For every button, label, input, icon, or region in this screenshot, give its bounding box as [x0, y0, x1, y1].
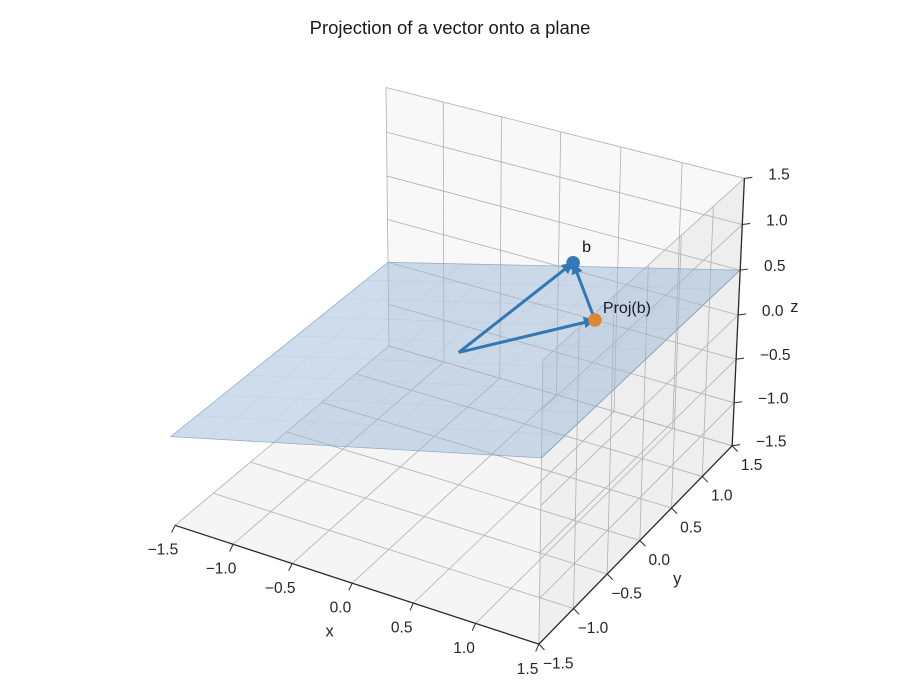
svg-text:−0.5: −0.5 — [265, 580, 296, 597]
svg-text:0.0: 0.0 — [648, 552, 670, 569]
svg-text:z: z — [790, 298, 798, 316]
svg-text:Proj(b): Proj(b) — [603, 300, 651, 317]
svg-text:0.0: 0.0 — [330, 600, 352, 617]
svg-text:−1.0: −1.0 — [578, 620, 609, 637]
svg-text:0.5: 0.5 — [764, 258, 786, 275]
svg-text:−1.5: −1.5 — [543, 655, 574, 672]
svg-text:1.0: 1.0 — [766, 213, 788, 230]
svg-text:b: b — [582, 239, 591, 256]
svg-text:x: x — [326, 622, 335, 640]
svg-text:1.5: 1.5 — [768, 166, 790, 183]
svg-text:Projection of a vector onto a: Projection of a vector onto a plane — [310, 17, 591, 38]
svg-text:1.5: 1.5 — [517, 661, 539, 678]
svg-text:−1.0: −1.0 — [206, 561, 237, 578]
svg-text:−0.5: −0.5 — [760, 347, 791, 364]
svg-text:0.0: 0.0 — [762, 303, 784, 320]
svg-text:1.0: 1.0 — [453, 640, 475, 657]
svg-text:1.5: 1.5 — [741, 457, 763, 474]
svg-text:−0.5: −0.5 — [611, 585, 642, 602]
svg-text:1.0: 1.0 — [711, 488, 733, 505]
svg-text:y: y — [673, 570, 682, 588]
svg-text:−1.5: −1.5 — [756, 433, 787, 450]
svg-text:0.5: 0.5 — [391, 620, 413, 637]
svg-text:−1.0: −1.0 — [758, 391, 789, 408]
svg-text:0.5: 0.5 — [680, 519, 702, 536]
svg-text:−1.5: −1.5 — [148, 542, 179, 559]
